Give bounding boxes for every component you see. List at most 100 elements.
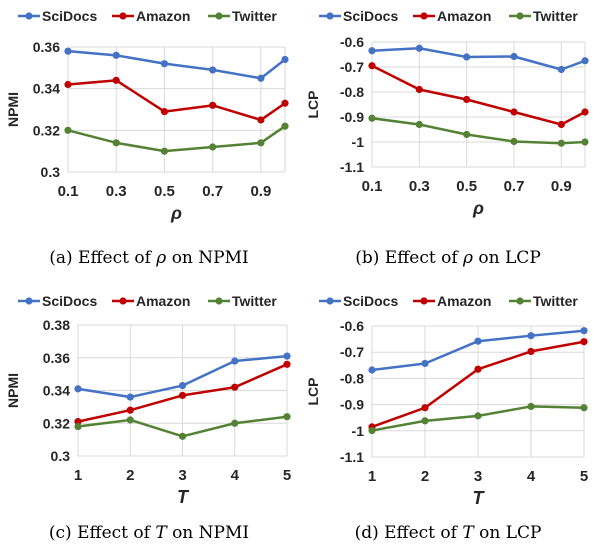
panel-d: -0.6 -0.7 -0.8 -0.9 -1 -1.11 2 3 4 5 T LCP SciDocs Am… xyxy=(305,293,588,508)
point-d-twitter-4 xyxy=(580,404,588,412)
caption-b: (b) Effect of ρ on LCP xyxy=(299,248,597,268)
point-c-twitter-0 xyxy=(74,422,82,431)
legend-marker-c-amazon xyxy=(119,297,127,305)
legend-label-d-amazon: Amazon xyxy=(437,293,491,309)
caption-c-pre: (c) Effect of xyxy=(48,523,156,543)
legend-marker-a-scidocs xyxy=(25,12,33,20)
series-line-b-scidocs xyxy=(371,47,586,71)
legend-marker-d-scidocs xyxy=(326,297,334,305)
point-c-amazon-2 xyxy=(178,391,187,400)
xtick-label-c-4: 5 xyxy=(283,467,291,484)
legend-label-a-twitter: Twitter xyxy=(232,8,277,24)
point-b-scidocs-2 xyxy=(463,53,471,61)
caption-c-post: on NPMI xyxy=(166,523,250,543)
ylabel-b: LCP xyxy=(305,91,321,119)
point-a-amazon-0 xyxy=(64,80,72,89)
ytick-label-b-5: -1.1 xyxy=(340,159,364,175)
point-d-scidocs-0 xyxy=(368,366,376,374)
xlabel-b: ρ xyxy=(472,198,484,218)
xlabel-d: T xyxy=(473,488,486,508)
panel-a: 0.3 0.32 0.34 0.36 0.1 0.3 0.5 0.7 0.9 ρ NPMI SciDo… xyxy=(5,8,289,223)
panel-b: -0.6 -0.7 -0.8 -0.9 -1 -1.1 0.1 0.3 0.5 0.7 0.9 ρ LC… xyxy=(305,8,589,218)
point-a-scidocs-2 xyxy=(160,60,169,68)
point-d-scidocs-4 xyxy=(580,327,588,335)
xlabel-a: ρ xyxy=(170,203,182,223)
ytick-label-c-3: 0.36 xyxy=(43,350,70,366)
point-a-twitter-4 xyxy=(257,139,265,147)
caption-a-pre: (a) Effect of xyxy=(49,248,157,268)
point-a-amazon-2 xyxy=(160,107,169,116)
ytick-label-d-3: -0.9 xyxy=(340,397,364,413)
legend-marker-a-amazon xyxy=(119,12,127,20)
point-b-amazon-1 xyxy=(415,85,423,94)
xtick-label-b-3: 0.7 xyxy=(504,178,525,195)
point-b-twitter-3 xyxy=(510,137,518,146)
point-d-amazon-1 xyxy=(421,404,429,412)
legend-marker-d-twitter xyxy=(516,297,524,305)
panel-c: 0.3 0.32 0.34 0.36 0.38 1 2 3 4 5 T NPMI SciDocs Amaz… xyxy=(5,293,291,507)
ytick-label-b-1: -0.7 xyxy=(340,59,364,75)
caption-a: (a) Effect of ρ on NPMI xyxy=(0,248,298,268)
xtick-label-b-1: 0.3 xyxy=(409,178,430,195)
ytick-label-a-1: 0.32 xyxy=(33,122,60,138)
point-c-amazon-4 xyxy=(283,360,291,368)
point-b-scidocs-4 xyxy=(557,65,565,74)
point-b-twitter-4 xyxy=(557,139,565,147)
legend-marker-d-amazon xyxy=(420,297,428,305)
xtick-label-d-3: 4 xyxy=(527,468,536,485)
point-b-scidocs-5 xyxy=(581,57,589,65)
point-d-amazon-3 xyxy=(527,347,535,356)
caption-d: (d) Effect of T on LCP xyxy=(299,523,597,543)
point-a-scidocs-5 xyxy=(281,55,289,64)
caption-c: (c) Effect of T on NPMI xyxy=(0,523,298,543)
point-c-twitter-3 xyxy=(231,419,239,427)
xtick-label-c-0: 1 xyxy=(74,467,82,484)
xtick-label-d-4: 5 xyxy=(580,468,588,485)
point-d-scidocs-1 xyxy=(421,359,429,368)
caption-a-post: on NPMI xyxy=(166,248,249,268)
legend-label-b-scidocs: SciDocs xyxy=(343,8,398,24)
point-a-scidocs-4 xyxy=(257,74,265,82)
ytick-label-d-5: -1.1 xyxy=(340,449,364,465)
xtick-label-a-1: 0.3 xyxy=(106,183,127,200)
series-line-a-scidocs xyxy=(67,49,286,80)
ylabel-d: LCP xyxy=(305,378,321,406)
legend-label-a-scidocs: SciDocs xyxy=(42,8,97,24)
caption-b-sym: ρ xyxy=(463,248,474,268)
xtick-label-a-3: 0.7 xyxy=(202,183,223,200)
point-d-scidocs-2 xyxy=(474,337,482,345)
point-a-twitter-5 xyxy=(281,122,289,130)
ytick-label-a-2: 0.34 xyxy=(33,81,60,97)
legend-label-c-scidocs: SciDocs xyxy=(42,293,97,309)
point-a-amazon-3 xyxy=(209,101,217,109)
xtick-label-d-0: 1 xyxy=(368,468,376,485)
legend-marker-b-twitter xyxy=(516,12,524,20)
ytick-label-d-0: -0.6 xyxy=(340,318,364,334)
point-d-amazon-2 xyxy=(474,365,482,373)
ytick-label-c-1: 0.32 xyxy=(43,415,70,431)
legend-marker-b-amazon xyxy=(420,12,428,20)
ytick-label-b-2: -0.8 xyxy=(340,84,364,100)
xtick-label-c-2: 3 xyxy=(178,467,186,484)
point-a-amazon-1 xyxy=(112,76,120,84)
xtick-label-c-1: 2 xyxy=(126,467,134,484)
legend-marker-c-scidocs xyxy=(25,297,33,305)
series-line-b-twitter xyxy=(371,117,586,145)
point-a-twitter-1 xyxy=(112,139,120,147)
caption-d-sym: T xyxy=(462,523,474,543)
xtick-label-a-2: 0.5 xyxy=(154,183,175,200)
ytick-label-c-2: 0.34 xyxy=(43,383,70,399)
xtick-label-a-4: 0.9 xyxy=(250,183,271,200)
point-a-amazon-5 xyxy=(281,99,289,107)
point-d-amazon-4 xyxy=(580,338,588,346)
point-a-scidocs-1 xyxy=(112,51,120,59)
series-line-b-amazon xyxy=(371,64,586,126)
xtick-label-c-3: 4 xyxy=(231,467,240,484)
point-b-scidocs-3 xyxy=(510,52,518,61)
ylabel-c: NPMI xyxy=(5,373,21,408)
legend-label-d-twitter: Twitter xyxy=(533,293,578,309)
series-line-a-amazon xyxy=(67,79,286,122)
point-b-amazon-4 xyxy=(557,120,565,129)
caption-d-pre: (d) Effect of xyxy=(354,523,463,543)
